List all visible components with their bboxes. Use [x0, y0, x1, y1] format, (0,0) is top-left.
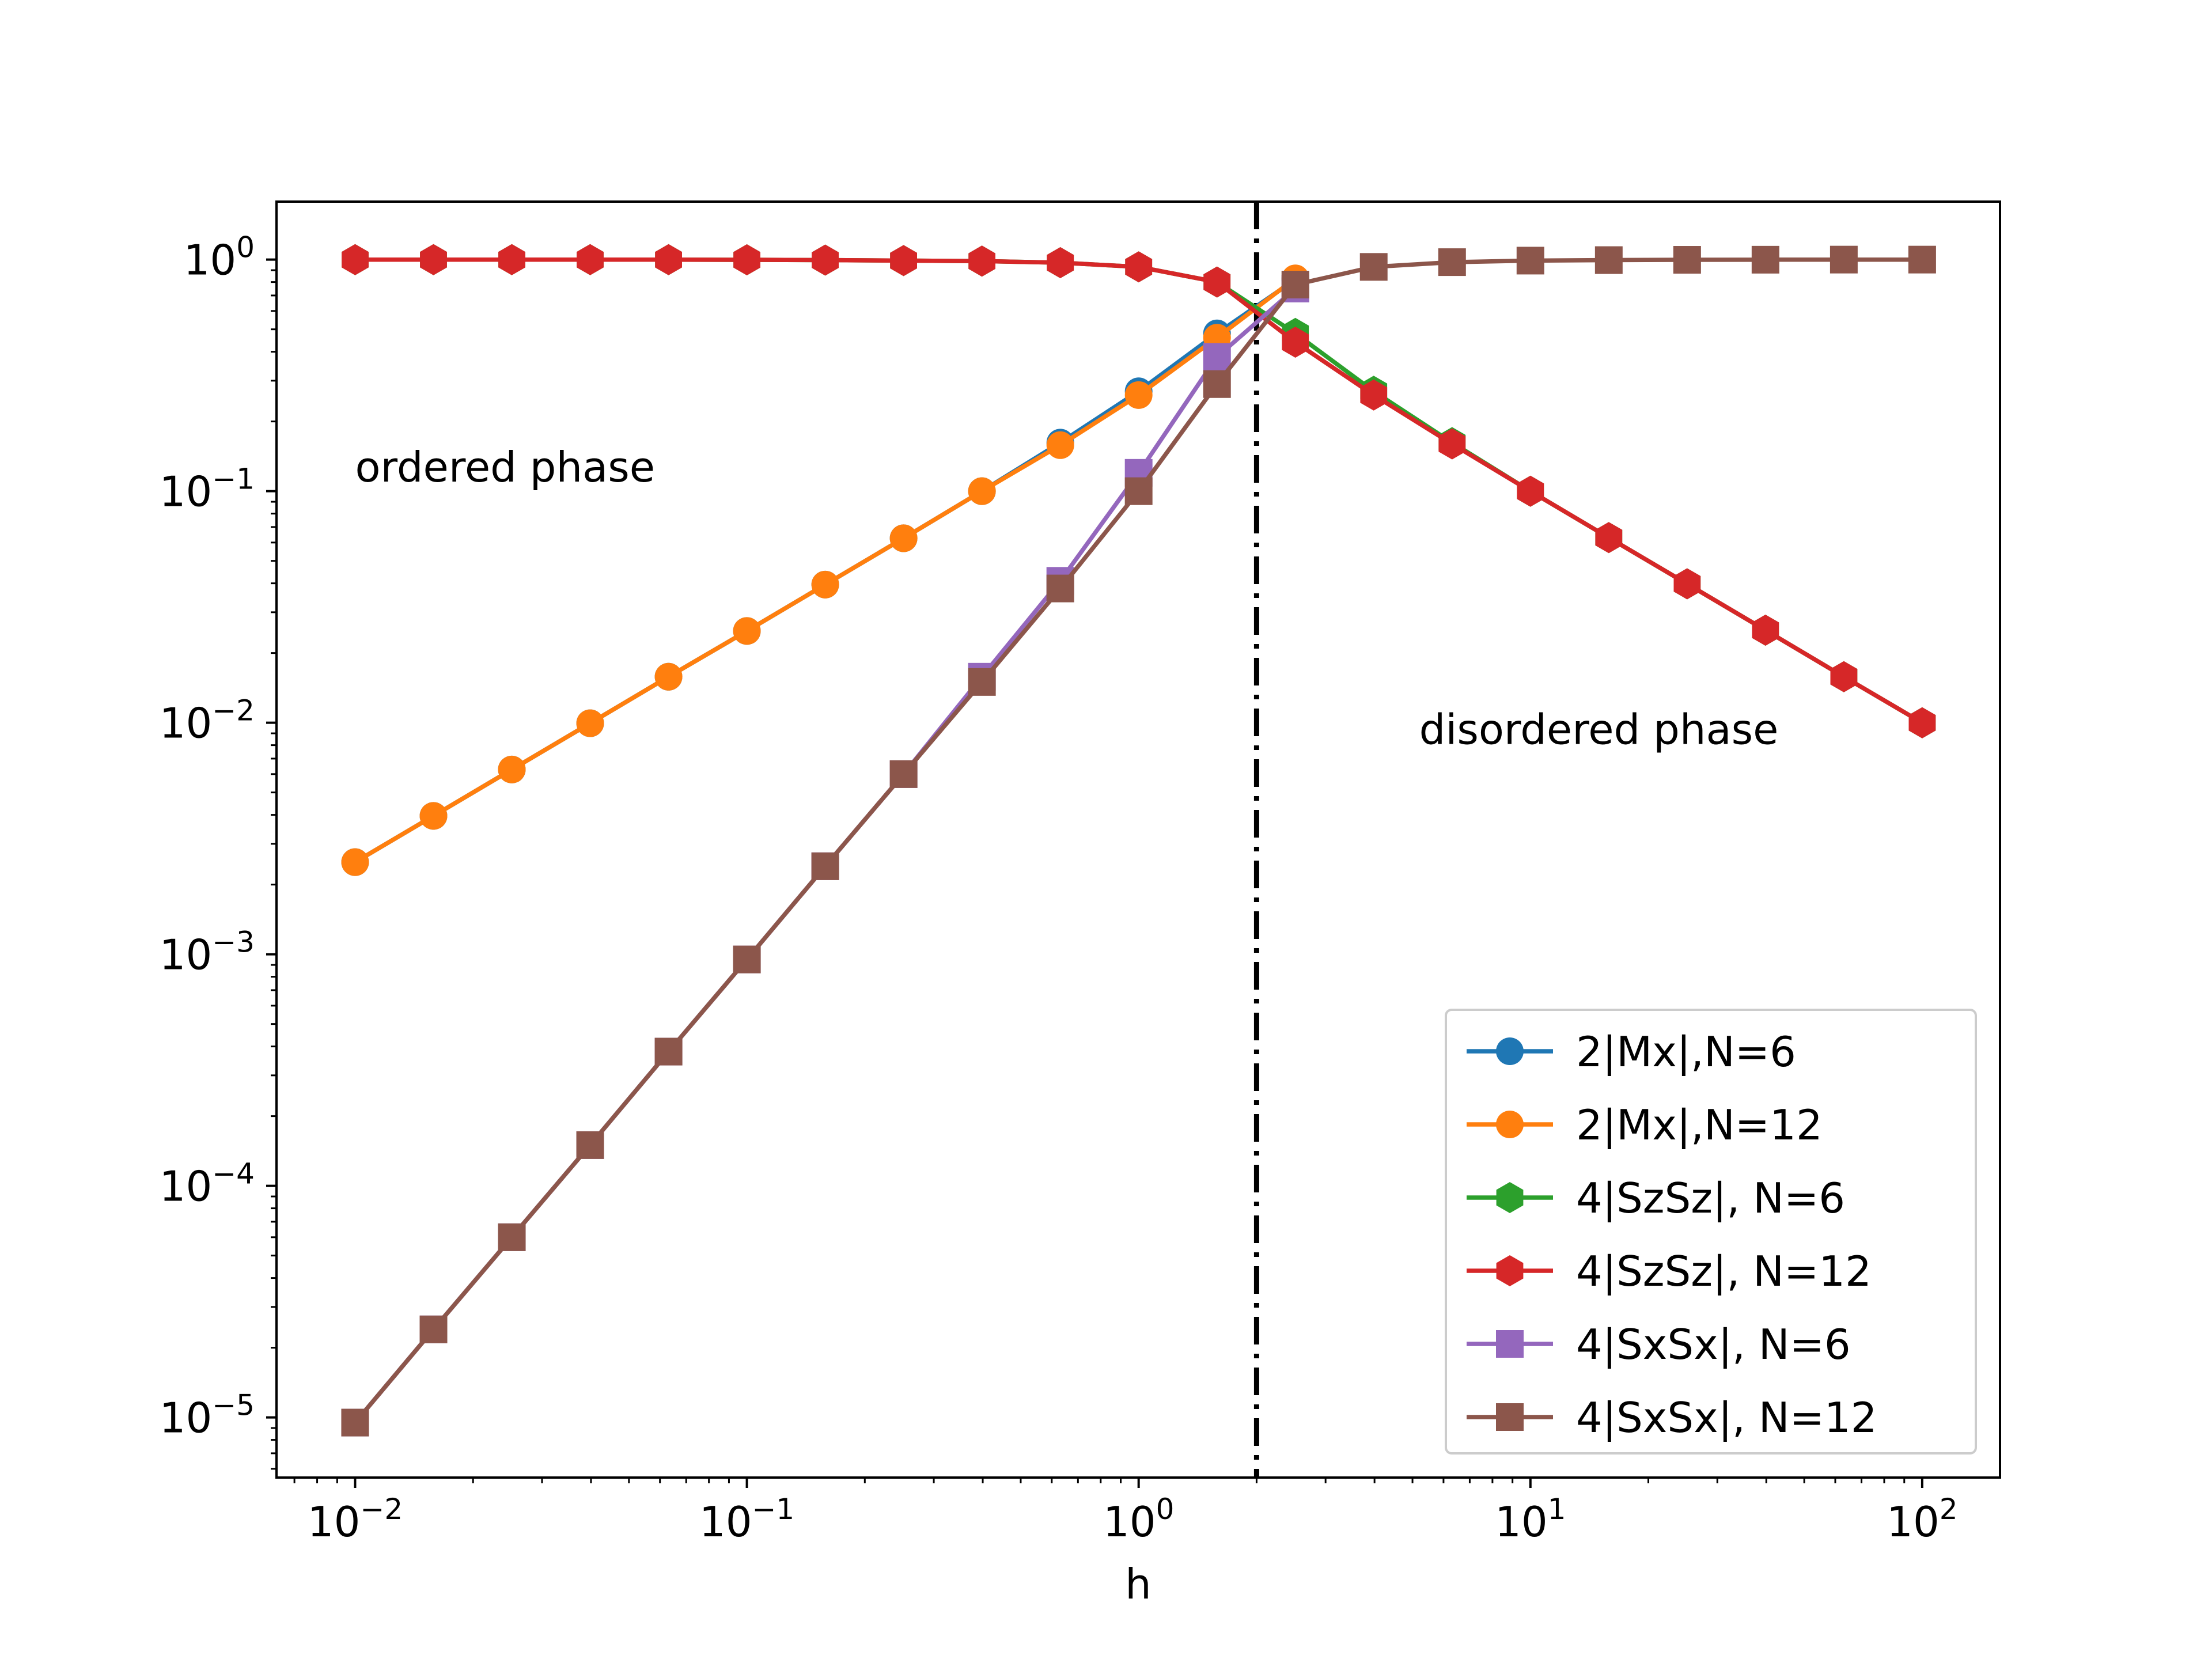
x-tick-label: 102	[1887, 1493, 1957, 1546]
data-point	[1124, 477, 1153, 505]
data-point	[1203, 343, 1231, 371]
data-point	[889, 760, 918, 788]
data-point	[968, 477, 996, 505]
data-point	[1673, 568, 1701, 600]
x-tick-label: 100	[1103, 1493, 1174, 1546]
data-point	[1830, 661, 1858, 692]
data-point	[654, 1037, 683, 1066]
legend-marker	[1496, 1037, 1524, 1065]
legend-box	[1445, 1009, 1977, 1455]
data-point	[812, 244, 839, 276]
data-point	[1282, 327, 1309, 358]
legend-entry: 2|Mx|,N=6	[1467, 1028, 1796, 1077]
data-point	[1203, 370, 1231, 398]
data-point	[498, 244, 525, 275]
data-point	[419, 1315, 448, 1343]
data-point	[968, 245, 995, 277]
data-point	[1516, 247, 1544, 275]
data-point	[1752, 615, 1779, 646]
legend-label: 4|SzSz|, N=6	[1576, 1174, 1845, 1223]
legend-marker	[1496, 1330, 1524, 1358]
x-tick-label: 10−1	[699, 1493, 794, 1546]
data-point	[577, 244, 604, 275]
data-point	[498, 1223, 526, 1251]
legend-entry: 4|SxSx|, N=6	[1467, 1320, 1851, 1369]
data-point	[1595, 522, 1623, 554]
x-axis-label: h	[1125, 1560, 1152, 1608]
legend-marker	[1496, 1182, 1524, 1213]
x-tick-label: 10−2	[308, 1493, 403, 1546]
legend-entry: 4|SzSz|, N=12	[1467, 1247, 1872, 1296]
series-5	[341, 245, 1936, 1437]
data-point	[733, 244, 760, 275]
data-point	[733, 945, 761, 974]
y-tick-label: 10−3	[160, 926, 255, 979]
legend-marker	[1496, 1403, 1524, 1431]
disordered-phase-annotation: disordered phase	[1419, 705, 1779, 753]
data-point	[811, 852, 839, 880]
data-point	[1203, 266, 1231, 298]
legend-entry: 4|SzSz|, N=6	[1467, 1174, 1845, 1223]
data-point	[420, 244, 447, 275]
data-point	[1517, 475, 1544, 507]
data-point	[1359, 253, 1388, 281]
data-point	[733, 617, 761, 645]
data-point	[654, 662, 683, 691]
legend: 2|Mx|,N=6 2|Mx|,N=12 4|SzSz|, N=6 4|SzSz|, …	[1445, 1009, 1977, 1455]
data-point	[1438, 248, 1466, 276]
annotations: ordered phase disordered phase	[355, 443, 1778, 753]
data-point	[1046, 431, 1074, 459]
legend-marker	[1496, 1255, 1524, 1286]
data-point	[1438, 428, 1466, 460]
data-point	[1830, 245, 1858, 274]
data-point	[419, 802, 448, 830]
y-tick-label: 100	[184, 231, 255, 285]
ordered-phase-annotation: ordered phase	[355, 443, 655, 491]
data-point	[1281, 271, 1309, 299]
data-point	[341, 848, 369, 876]
data-point	[968, 668, 996, 696]
legend-label: 4|SxSx|, N=12	[1576, 1393, 1877, 1442]
y-tick-label: 10−5	[160, 1389, 255, 1442]
data-point	[576, 709, 604, 737]
data-point	[1125, 251, 1153, 283]
data-point	[576, 1131, 604, 1159]
data-point	[1124, 381, 1153, 409]
y-tick-label: 10−1	[160, 463, 255, 516]
legend-label: 2|Mx|,N=6	[1576, 1028, 1796, 1077]
legend-label: 4|SxSx|, N=6	[1576, 1320, 1851, 1369]
y-tick-label: 10−4	[160, 1157, 255, 1211]
legend-marker	[1496, 1111, 1524, 1138]
data-point	[1908, 707, 1936, 738]
y-tick-label: 10−2	[160, 694, 255, 748]
data-point	[1046, 574, 1074, 603]
data-point	[498, 755, 526, 783]
legend-entry: 2|Mx|,N=12	[1467, 1101, 1823, 1150]
axis-ticks: 10−2 10−1 100 101 102 100 10−1 10−2 10−3 10−4 10−5	[160, 231, 1958, 1546]
data-point	[1908, 245, 1936, 274]
data-point	[811, 570, 839, 599]
data-point	[342, 244, 369, 275]
series-3	[342, 244, 1936, 738]
x-tick-label: 101	[1495, 1493, 1566, 1546]
data-point	[1751, 245, 1779, 274]
data-point	[1594, 246, 1623, 274]
legend-label: 2|Mx|,N=12	[1576, 1101, 1823, 1150]
data-point	[341, 1408, 369, 1437]
series-group	[341, 244, 1936, 1437]
data-point	[1360, 379, 1388, 411]
legend-entry: 4|SxSx|, N=12	[1467, 1393, 1877, 1442]
data-point	[1673, 246, 1701, 274]
legend-label: 4|SzSz|, N=12	[1576, 1247, 1872, 1296]
plot-area	[275, 200, 2001, 1479]
data-point	[1047, 247, 1074, 278]
data-point	[889, 524, 918, 552]
data-point	[655, 244, 682, 275]
data-point	[890, 245, 917, 276]
